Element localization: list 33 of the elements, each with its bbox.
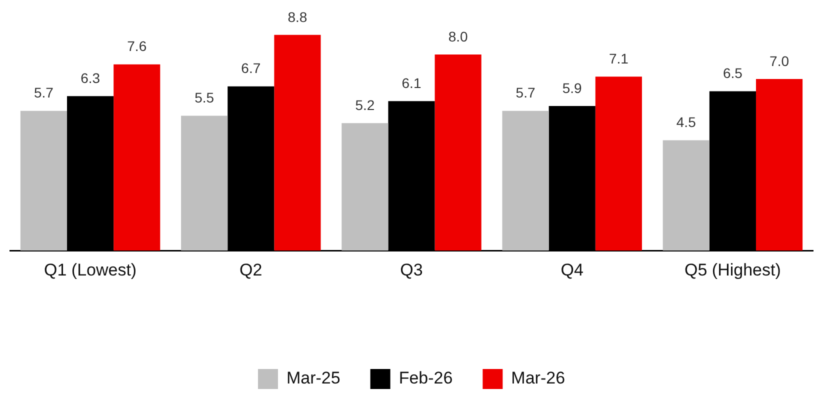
- bar: [181, 116, 228, 251]
- data-label: 7.0: [770, 52, 790, 69]
- data-label: 8.8: [288, 8, 308, 25]
- data-label: 7.6: [127, 38, 147, 54]
- bar: [274, 34, 321, 251]
- bar: [342, 123, 388, 251]
- data-label: 7.1: [608, 50, 629, 66]
- data-label: 6.3: [80, 70, 100, 86]
- data-label: 6.1: [402, 74, 422, 91]
- data-label: 8.0: [448, 28, 468, 44]
- data-label: 5.2: [355, 97, 375, 113]
- x-tick-label: Q2: [240, 260, 262, 280]
- data-label: 5.9: [562, 80, 582, 96]
- bar: [20, 110, 68, 251]
- bar: [662, 140, 710, 251]
- data-label: 4.5: [676, 114, 696, 130]
- bar: [595, 76, 642, 251]
- legend-label: Mar-25: [286, 368, 340, 388]
- bar: [756, 79, 803, 251]
- x-tick-label: Q4: [560, 260, 584, 280]
- legend-label: Feb-26: [398, 368, 453, 388]
- x-tick-label: Q3: [400, 260, 423, 280]
- data-label: 5.7: [34, 84, 54, 101]
- x-tick-label: Q1 (Lowest): [44, 260, 137, 280]
- bar: [114, 64, 160, 251]
- data-label: 5.5: [194, 90, 214, 106]
- data-label: 6.5: [722, 65, 743, 82]
- data-label: 5.7: [516, 84, 536, 101]
- x-tick-label: Q5 (Highest): [684, 260, 781, 280]
- bar: [434, 54, 482, 251]
- bar: [502, 110, 549, 251]
- data-label: 6.7: [241, 60, 261, 76]
- legend-label: Mar-26: [511, 368, 566, 388]
